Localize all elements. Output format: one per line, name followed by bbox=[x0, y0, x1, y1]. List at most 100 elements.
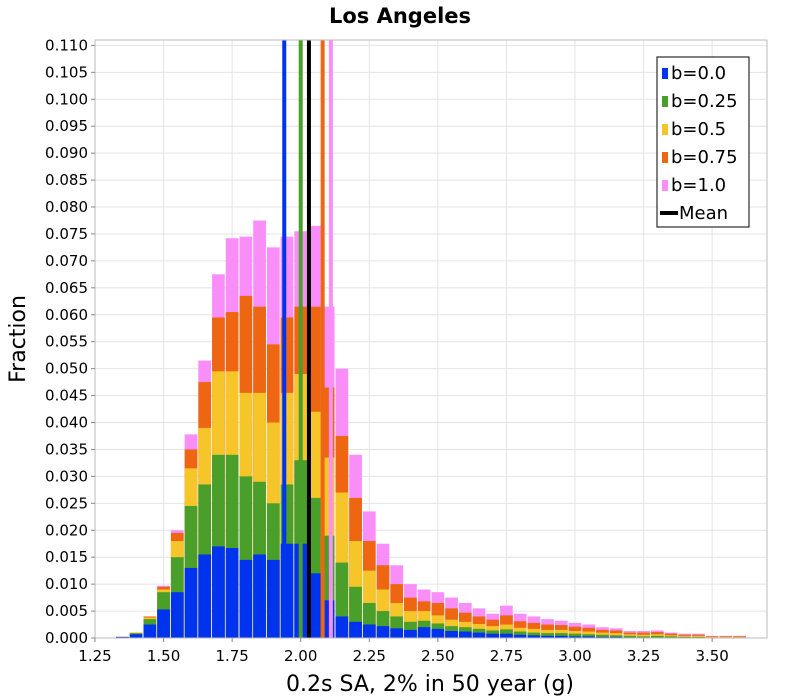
bar-b-0-25 bbox=[692, 636, 705, 638]
legend-box bbox=[656, 56, 750, 228]
bar-b-0-0 bbox=[129, 634, 143, 638]
y-tick-label: 0.015 bbox=[45, 548, 88, 566]
legend-swatch bbox=[660, 211, 678, 215]
y-axis-ticks: 0.000 0.005 0.010 0.015 0.020 0.025 0.030 0.035… bbox=[45, 36, 95, 647]
y-tick-label: 0.035 bbox=[45, 440, 88, 458]
bar-b-0-0 bbox=[349, 621, 362, 638]
x-tick-label: 2.00 bbox=[284, 647, 317, 665]
bar-b-0-0 bbox=[596, 636, 609, 638]
y-tick-label: 0.040 bbox=[45, 414, 88, 432]
legend-label: b=1.0 bbox=[671, 175, 726, 196]
bar-b-0-25 bbox=[541, 633, 554, 638]
chart-title: Los Angeles bbox=[329, 4, 471, 28]
bar-b-0-0 bbox=[527, 635, 541, 638]
y-tick-label: 0.050 bbox=[45, 360, 88, 378]
x-tick-label: 1.50 bbox=[147, 647, 180, 665]
bar-b-0-0 bbox=[500, 633, 513, 638]
legend-label: b=0.5 bbox=[671, 119, 726, 140]
x-tick-label: 3.25 bbox=[627, 647, 660, 665]
y-tick-label: 0.065 bbox=[45, 279, 88, 297]
y-tick-label: 0.075 bbox=[45, 225, 88, 243]
x-tick-label: 3.00 bbox=[558, 647, 591, 665]
bar-b-0-0 bbox=[541, 635, 554, 638]
legend-swatch bbox=[662, 124, 668, 135]
y-tick-label: 0.095 bbox=[45, 117, 88, 135]
bar-b-0-25 bbox=[609, 635, 623, 638]
y-tick-label: 0.085 bbox=[45, 171, 88, 189]
y-tick-label: 0.080 bbox=[45, 198, 88, 216]
bar-b-0-0 bbox=[225, 548, 239, 638]
bar-b-0-0 bbox=[472, 632, 486, 638]
bar-b-0-0 bbox=[486, 633, 500, 638]
x-tick-label: 1.75 bbox=[215, 647, 248, 665]
bar-b-0-25 bbox=[568, 633, 582, 638]
bar-b-0-25 bbox=[527, 632, 541, 638]
bar-b-0-0 bbox=[184, 567, 198, 638]
x-tick-label: 3.50 bbox=[695, 647, 728, 665]
y-tick-label: 0.030 bbox=[45, 467, 88, 485]
bar-b-0-0 bbox=[554, 635, 568, 638]
bar-b-0-0 bbox=[404, 629, 417, 638]
y-tick-label: 0.055 bbox=[45, 333, 88, 351]
y-tick-label: 0.010 bbox=[45, 575, 88, 593]
bar-b-0-0 bbox=[445, 630, 458, 638]
y-tick-label: 0.020 bbox=[45, 521, 88, 539]
y-axis-label: Fraction bbox=[6, 295, 31, 383]
legend-label: Mean bbox=[679, 203, 728, 224]
bar-b-0-0 bbox=[266, 559, 280, 638]
bar-b-0-25 bbox=[623, 635, 637, 638]
bar-b-0-0 bbox=[458, 631, 472, 638]
bar-b-0-0 bbox=[198, 554, 212, 638]
plot-frame bbox=[94, 39, 768, 639]
y-tick-label: 0.025 bbox=[45, 494, 88, 512]
bar-b-0-0 bbox=[582, 636, 596, 638]
bar-b-0-25 bbox=[554, 633, 568, 638]
legend-swatch bbox=[662, 68, 668, 79]
bar-b-0-0 bbox=[513, 634, 527, 638]
legend-label: b=0.0 bbox=[671, 63, 726, 84]
bar-b-0-0 bbox=[609, 636, 623, 638]
bar-b-0-0 bbox=[253, 554, 266, 638]
x-tick-label: 2.50 bbox=[421, 647, 454, 665]
legend-swatch bbox=[662, 180, 668, 191]
legend: b=0.0 b=0.25 b=0.5 b=0.75 b=1.0 Mean bbox=[656, 56, 750, 228]
bar-b-0-0 bbox=[417, 627, 431, 638]
y-tick-label: 0.105 bbox=[45, 63, 88, 81]
legend-swatch bbox=[662, 96, 668, 107]
bar-b-0-5 bbox=[678, 635, 692, 638]
bar-b-0-25 bbox=[582, 634, 596, 638]
bar-b-0-0 bbox=[212, 546, 225, 638]
x-tick-label: 2.25 bbox=[353, 647, 386, 665]
y-tick-label: 0.060 bbox=[45, 306, 88, 324]
bar-b-0-0 bbox=[362, 624, 376, 638]
y-tick-label: 0.000 bbox=[45, 629, 88, 647]
y-tick-label: 0.110 bbox=[45, 36, 88, 54]
x-axis-label: 0.2s SA, 2% in 50 year (g) bbox=[286, 672, 574, 697]
bar-b-0-0 bbox=[390, 628, 404, 638]
bar-b-0-0 bbox=[335, 616, 349, 638]
bar-b-0-0 bbox=[143, 624, 157, 638]
bar-b-0-0 bbox=[116, 636, 129, 638]
bar-b-0-0 bbox=[376, 626, 390, 638]
y-tick-label: 0.100 bbox=[45, 90, 88, 108]
bar-b-0-25 bbox=[664, 636, 678, 638]
bar-b-0-0 bbox=[431, 628, 445, 638]
y-tick-label: 0.005 bbox=[45, 602, 88, 620]
mean-lines bbox=[282, 40, 333, 638]
bar-b-0-0 bbox=[170, 592, 184, 638]
bar-b-0-5 bbox=[692, 635, 705, 638]
bar-b-0-0 bbox=[568, 636, 582, 638]
bar-b-0-25 bbox=[650, 635, 664, 638]
y-tick-label: 0.090 bbox=[45, 144, 88, 162]
y-tick-label: 0.070 bbox=[45, 252, 88, 270]
histogram-bars bbox=[116, 220, 746, 638]
legend-label: b=0.25 bbox=[671, 91, 738, 112]
bar-b-0-0 bbox=[157, 609, 170, 638]
legend-label: b=0.75 bbox=[671, 147, 738, 168]
legend-swatch bbox=[662, 152, 668, 163]
bar-b-0-25 bbox=[637, 636, 650, 638]
y-tick-label: 0.045 bbox=[45, 387, 88, 405]
bar-b-0-25 bbox=[596, 634, 609, 638]
x-tick-label: 1.25 bbox=[78, 647, 111, 665]
